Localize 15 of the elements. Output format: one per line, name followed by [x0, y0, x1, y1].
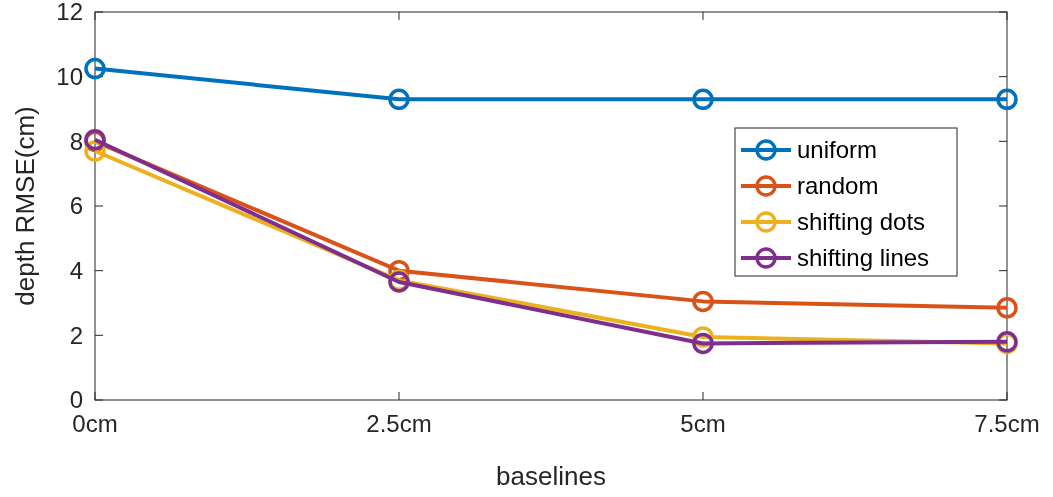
legend-label: shifting dots: [797, 208, 926, 236]
legend-label: uniform: [797, 136, 878, 164]
legend-label: random: [797, 172, 879, 200]
x-tick-label: 7.5cm: [974, 410, 1040, 437]
y-tick-label: 4: [69, 257, 83, 285]
y-tick-label: 2: [69, 321, 83, 349]
y-axis-title: depth RMSE(cm): [10, 106, 40, 306]
x-tick-label: 2.5cm: [366, 410, 432, 437]
y-tick-label: 12: [56, 0, 83, 26]
legend-label: shifting lines: [797, 244, 930, 272]
x-axis-title: baselines: [496, 461, 606, 491]
x-tick-label: 5cm: [680, 410, 726, 437]
y-tick-label: 6: [69, 192, 83, 220]
y-tick-label: 8: [69, 127, 83, 155]
y-tick-label: 10: [56, 63, 83, 91]
